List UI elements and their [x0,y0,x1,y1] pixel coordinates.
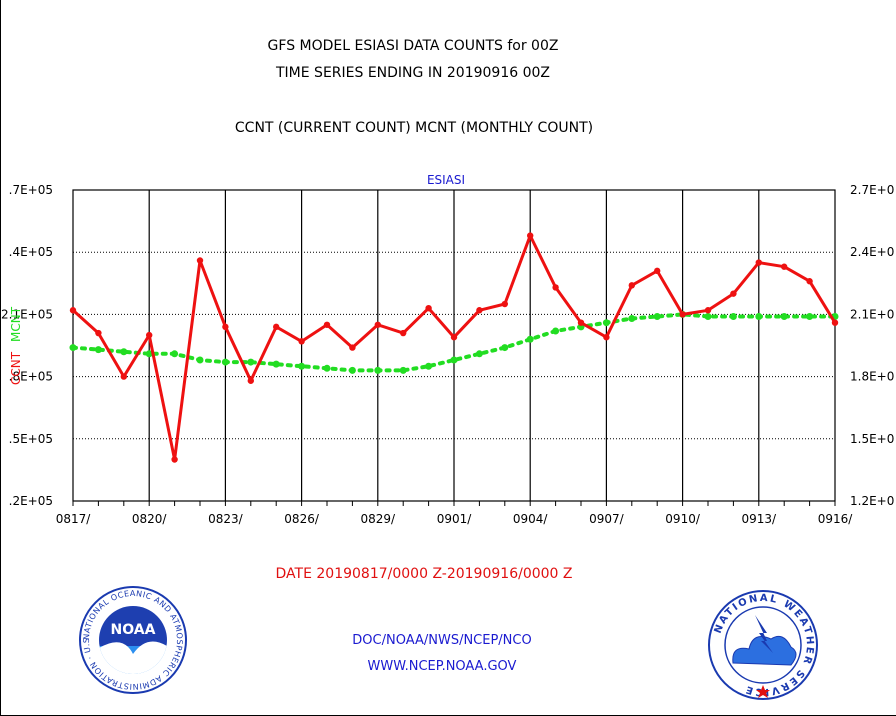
data-point-mcnt [450,356,458,364]
noaa-logo-text: NOAA [111,622,156,638]
data-point-mcnt [120,348,128,356]
y-left-tick-label: .4E+05 [9,245,53,259]
data-point-ccnt [755,259,762,266]
page-subtitle: CCNT (CURRENT COUNT) MCNT (MONTHLY COUNT… [234,120,594,136]
y-right-tick-label: 2.7E+0 [850,183,894,197]
data-point-ccnt [247,377,254,384]
x-tick-label: 0901/ [437,512,473,526]
data-point-mcnt [552,327,560,335]
data-point-mcnt [272,360,280,368]
data-point-ccnt [298,338,305,345]
data-point-mcnt [196,356,204,364]
data-point-mcnt [425,362,433,370]
data-point-ccnt [527,232,534,239]
data-point-ccnt [577,319,585,326]
data-point-ccnt [120,373,128,380]
axis-ticks: 0817/0820/0823/0826/0829/0901/0904/0907/… [1,183,894,526]
data-point-ccnt [196,257,204,264]
data-point-mcnt [729,312,737,320]
data-point-ccnt [552,284,559,291]
y-axis-label-ccnt: CCNT [9,351,23,385]
y-right-tick-label: 1.2E+0 [850,494,894,508]
y-left-tick-label: .7E+05 [9,183,53,197]
data-point-mcnt [526,335,534,343]
data-point-ccnt [400,329,407,337]
data-point-mcnt [374,366,382,374]
date-range: DATE 20190817/0000 Z-20190916/0000 Z [275,566,573,582]
data-point-ccnt [679,311,686,318]
x-tick-label: 0910/ [665,512,701,526]
data-point-ccnt [222,323,229,331]
data-point-mcnt [221,358,229,366]
data-point-mcnt [399,366,407,374]
data-point-mcnt [806,312,814,320]
footer-url: WWW.NCEP.NOAA.GOV [367,659,517,674]
noaa-logo: NATIONAL OCEANIC AND ATMOSPHERIC ADMINIS… [79,586,187,694]
data-point-mcnt [602,319,610,327]
y-left-tick-label: 2.1E+05 [1,307,53,321]
data-point-ccnt [704,307,712,314]
page-title: GFS MODEL ESIASI DATA COUNTS for 00Z [267,38,559,54]
x-tick-label: 0829/ [361,512,397,526]
data-point-ccnt [69,307,77,314]
data-point-mcnt [247,358,255,366]
data-point-ccnt [425,304,432,312]
data-point-ccnt [603,334,610,341]
data-point-mcnt [298,362,306,370]
data-point-ccnt [730,290,737,297]
chart-series [69,232,839,463]
y-left-tick-label: .8E+05 [9,370,53,384]
data-point-mcnt [69,344,77,352]
data-point-ccnt [374,321,381,328]
data-point-ccnt [349,344,356,351]
data-point-mcnt [94,346,102,354]
data-point-mcnt [780,312,788,320]
data-point-ccnt [501,300,508,308]
data-point-ccnt [781,263,788,270]
data-point-mcnt [628,315,636,323]
data-point-mcnt [501,344,509,352]
y-left-tick-label: .5E+05 [9,432,53,446]
data-point-ccnt [806,278,813,285]
y-right-tick-label: 2.4E+0 [850,245,894,259]
data-point-mcnt [704,312,712,320]
y-left-tick-label: .2E+05 [9,494,53,508]
data-point-ccnt [476,307,483,314]
data-point-ccnt [323,321,331,328]
data-point-mcnt [145,350,153,358]
x-tick-label: 0916/ [818,512,854,526]
y-right-tick-label: 2.1E+0 [850,307,894,321]
x-tick-label: 0907/ [589,512,625,526]
x-tick-label: 0913/ [742,512,778,526]
data-point-mcnt [755,312,763,320]
nws-logo: NATIONAL WEATHER SERVICE [708,590,818,700]
data-point-mcnt [323,364,331,372]
footer-org: DOC/NOAA/NWS/NCEP/NCO [352,633,532,648]
data-point-mcnt [348,366,356,374]
data-point-mcnt [475,350,483,358]
data-point-ccnt [831,319,839,326]
data-point-ccnt [450,334,458,341]
chart-title: ESIASI [427,173,465,187]
data-point-ccnt [146,331,153,339]
y-axis-label-mcnt: MCNT [9,306,23,342]
data-point-ccnt [273,323,280,331]
data-point-ccnt [171,456,178,463]
x-tick-label: 0820/ [132,512,168,526]
y-right-tick-label: 1.8E+0 [850,370,894,384]
data-point-mcnt [171,350,179,358]
x-tick-label: 0826/ [284,512,320,526]
data-point-mcnt [653,312,661,320]
x-tick-label: 0823/ [208,512,244,526]
x-tick-label: 0817/ [56,512,92,526]
data-point-ccnt [95,329,102,337]
x-tick-label: 0904/ [513,512,549,526]
y-right-tick-label: 1.5E+0 [850,432,894,446]
data-point-ccnt [654,267,661,275]
chart-grid [73,190,835,501]
data-point-ccnt [628,282,635,289]
page-title-line2: TIME SERIES ENDING IN 20190916 00Z [276,65,550,81]
